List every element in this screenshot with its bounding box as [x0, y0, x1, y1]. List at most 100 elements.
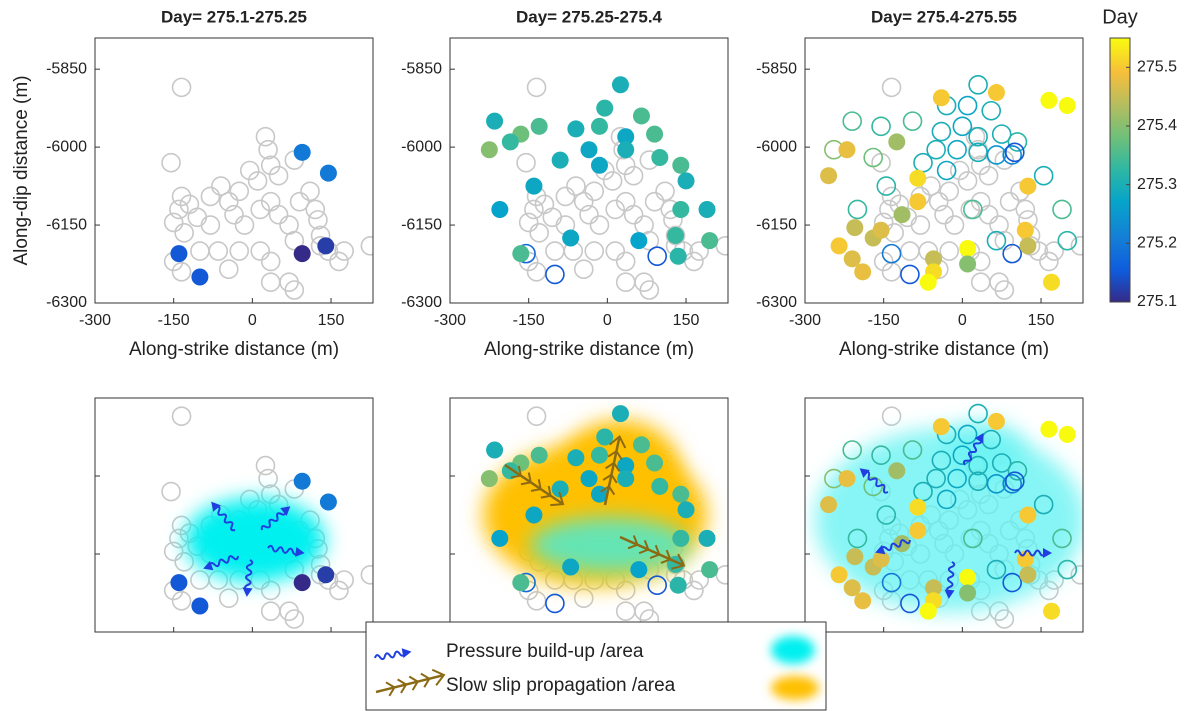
event-marker [863, 147, 883, 168]
event-marker [936, 489, 957, 510]
event-marker [932, 89, 950, 107]
axes-frame [804, 397, 1084, 633]
event-marker [551, 151, 569, 169]
event-marker [902, 111, 923, 131]
event-marker [698, 529, 716, 547]
event-marker [902, 440, 923, 460]
event-marker [987, 412, 1005, 430]
y-axis-label: Along-dip distance (m) [11, 75, 32, 265]
event-marker [512, 574, 530, 592]
event-marker [567, 449, 585, 467]
event-marker [234, 215, 255, 235]
y-tick-label: -6300 [401, 294, 442, 311]
event-marker [959, 255, 977, 273]
event-marker [994, 280, 1015, 300]
event-marker [208, 241, 229, 261]
event-marker [991, 453, 1012, 473]
event-marker [1002, 572, 1022, 593]
event-marker [994, 609, 1015, 629]
event-marker [978, 165, 999, 186]
event-marker [900, 264, 920, 285]
event-marker [715, 565, 728, 585]
event-marker [881, 406, 902, 427]
event-marker [551, 480, 569, 498]
event-marker [669, 247, 687, 265]
event-marker [169, 199, 189, 220]
event-marker [512, 245, 530, 263]
event-marker [605, 199, 626, 220]
colorbar-tick-label: 275.5 [1137, 59, 1177, 76]
event-marker [701, 232, 719, 250]
event-marker [842, 440, 863, 460]
event-marker [830, 237, 848, 255]
event-marker [843, 579, 861, 597]
legend-box [365, 621, 827, 711]
event-marker [211, 176, 231, 196]
event-marker [260, 580, 281, 601]
event-marker [957, 171, 978, 191]
event-marker [632, 107, 650, 125]
event-marker [480, 141, 498, 159]
event-marker [255, 126, 276, 147]
event-marker [846, 219, 864, 237]
event-marker [672, 485, 690, 503]
event-marker [689, 570, 709, 590]
event-marker [1019, 506, 1037, 524]
event-marker [334, 241, 354, 261]
colorbar-tick-label: 275.2 [1137, 235, 1177, 252]
y-tick-label: -6300 [46, 294, 87, 311]
events [170, 472, 337, 615]
legend-label: Slow slip propagation /area [446, 675, 676, 696]
event-marker [611, 76, 629, 94]
legend-label: Pressure build-up /area [446, 641, 644, 662]
event-marker [952, 445, 973, 466]
panel-title: Day= 275.1-275.25 [161, 7, 307, 26]
x-tick-label: 150 [1028, 312, 1055, 329]
event-marker [317, 237, 335, 255]
legend-icon [771, 636, 815, 664]
event-marker [329, 580, 349, 601]
event-marker [888, 133, 906, 151]
y-tick-label: -6150 [756, 216, 797, 233]
event-marker [876, 505, 897, 525]
event-marker [1039, 251, 1059, 272]
event-marker [630, 232, 648, 250]
event-marker [300, 181, 320, 202]
event-marker [1057, 230, 1078, 251]
event-marker [260, 155, 281, 176]
event-marker [957, 95, 978, 116]
event-marker [910, 215, 931, 235]
event-marker [562, 229, 580, 247]
event-marker [936, 160, 957, 181]
event-marker [174, 223, 194, 243]
event-marker [677, 172, 695, 190]
event-marker [646, 125, 664, 143]
event-marker [491, 529, 509, 547]
event-marker [926, 139, 946, 160]
event-marker [1057, 559, 1078, 580]
event-marker [893, 535, 911, 553]
event-marker [1058, 97, 1076, 115]
y-tick-label: -6000 [46, 138, 87, 155]
panel-title: Day= 275.4-275.55 [871, 7, 1017, 26]
event-marker [526, 406, 547, 427]
event-marker [1007, 460, 1028, 481]
event-marker [900, 593, 920, 614]
event-marker [1007, 132, 1028, 152]
event-marker [672, 529, 690, 547]
event-marker [590, 446, 608, 464]
event-marker [562, 558, 580, 576]
event-marker [1058, 425, 1076, 443]
event-marker [684, 580, 704, 601]
events [820, 403, 1078, 620]
event-marker [525, 177, 543, 195]
event-marker [1052, 199, 1072, 220]
event-marker [239, 160, 260, 181]
event-marker [863, 476, 883, 497]
event-marker [218, 588, 239, 609]
event-marker [530, 446, 548, 464]
event-marker [617, 141, 635, 159]
event-marker [957, 424, 978, 445]
event-marker [949, 160, 970, 181]
pressure-area [185, 498, 325, 582]
